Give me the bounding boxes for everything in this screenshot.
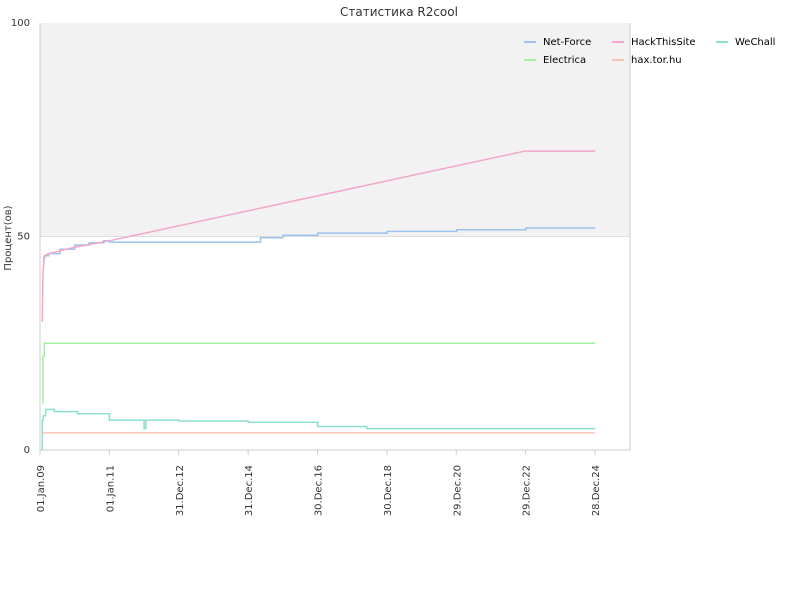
x-tick-label: 31.Dec.14 bbox=[244, 465, 255, 516]
series-lines bbox=[41, 150, 596, 451]
x-tick-label: 30.Dec.18 bbox=[383, 465, 394, 516]
plot-upper-band bbox=[40, 23, 630, 237]
x-tick-label: 30.Dec.16 bbox=[314, 465, 325, 516]
x-tick-label: 29.Dec.22 bbox=[522, 465, 533, 516]
legend: Net-Force HackThisSite WeChall Electrica hax… bbox=[524, 37, 775, 66]
series-line bbox=[41, 150, 596, 322]
y-tick-label: 50 bbox=[17, 232, 30, 243]
grid-lines bbox=[39, 236, 630, 455]
legend-label: HackThisSite bbox=[631, 37, 696, 48]
y-axis-label: Процент(ов) bbox=[3, 205, 14, 270]
x-tick-label: 31.Dec.12 bbox=[175, 465, 186, 516]
tick-labels: 0 50 100 01.Jan.09 01.Jan.11 31.Dec.12 31.Dec.… bbox=[11, 18, 602, 516]
x-tick-label: 29.Dec.20 bbox=[452, 465, 463, 516]
x-tick-label: 28.Dec.24 bbox=[591, 465, 602, 516]
x-tick-label: 01.Jan.11 bbox=[105, 465, 116, 512]
legend-label: WeChall bbox=[735, 37, 775, 48]
series-line bbox=[42, 342, 596, 404]
chart-title: Статистика R2cool bbox=[340, 5, 458, 19]
series-line bbox=[41, 408, 596, 451]
legend-label: hax.tor.hu bbox=[631, 55, 682, 66]
legend-label: Net-Force bbox=[543, 37, 591, 48]
y-tick-label: 100 bbox=[11, 18, 30, 29]
x-tick-label: 01.Jan.09 bbox=[36, 465, 47, 512]
y-tick-label: 0 bbox=[24, 445, 30, 456]
legend-label: Electrica bbox=[543, 55, 586, 66]
